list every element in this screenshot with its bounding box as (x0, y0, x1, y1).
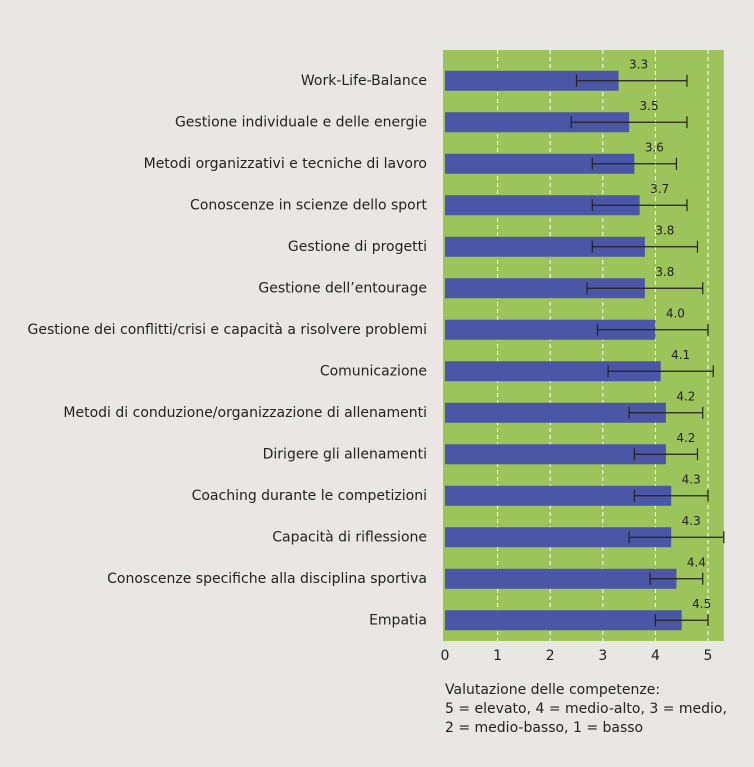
bar (445, 319, 656, 340)
y-tick-label: Work-Life-Balance (301, 73, 427, 89)
value-label: 4.2 (676, 431, 695, 445)
value-label: 3.7 (650, 182, 669, 196)
error-bar (591, 199, 688, 212)
value-label: 3.6 (645, 140, 664, 154)
value-label: 3.5 (640, 99, 659, 113)
error-bar (628, 531, 725, 544)
error-bar (633, 489, 709, 502)
x-tick-label: 5 (704, 648, 713, 664)
x-axis-label: 2 = medio-basso, 1 = basso (445, 720, 643, 736)
y-tick-label: Conoscenze specifiche alla disciplina sp… (107, 571, 427, 587)
bar (445, 112, 630, 133)
value-label: 4.2 (676, 389, 695, 403)
error-bar (591, 240, 699, 253)
x-tick-label: 0 (441, 648, 450, 664)
error-bar (633, 448, 699, 461)
plot-background (443, 50, 724, 641)
value-label: 4.0 (666, 306, 685, 320)
value-label: 4.1 (671, 348, 690, 362)
x-tick-label: 3 (598, 648, 607, 664)
y-tick-label: Gestione individuale e delle energie (175, 114, 427, 130)
error-bar (596, 323, 709, 336)
bar (445, 70, 619, 91)
y-tick-label: Gestione dell’entourage (258, 280, 427, 296)
value-label: 4.3 (682, 472, 701, 486)
y-tick-label: Capacità di riflessione (272, 529, 427, 545)
y-tick-label: Comunicazione (320, 363, 427, 379)
bar (445, 153, 635, 174)
error-bar (654, 614, 709, 627)
error-bar (607, 365, 714, 378)
bar (445, 195, 640, 216)
y-tick-label: Dirigere gli allenamenti (263, 446, 427, 462)
y-tick-label: Gestione di progetti (288, 239, 427, 255)
bar (445, 402, 666, 423)
y-tick-label: Metodi di conduzione/organizzazione di a… (63, 405, 427, 421)
error-bar (570, 116, 688, 129)
bar (445, 236, 645, 257)
y-tick-label: Empatia (369, 612, 427, 628)
error-bar (586, 282, 704, 295)
y-tick-label: Coaching durante le competizioni (192, 488, 427, 504)
error-bar (649, 572, 704, 585)
value-label: 4.3 (682, 514, 701, 528)
bar (445, 485, 672, 506)
x-axis-label: 5 = elevato, 4 = medio-alto, 3 = medio, (445, 701, 727, 717)
x-tick-label: 1 (493, 648, 502, 664)
error-bar (591, 157, 678, 170)
x-tick-label: 4 (651, 648, 660, 664)
error-bar (575, 74, 688, 87)
bar (445, 361, 661, 382)
value-label: 4.5 (692, 597, 711, 611)
value-label: 4.4 (687, 555, 706, 569)
y-tick-label: Gestione dei conflitti/crisi e capacità … (28, 322, 427, 338)
x-axis-label: Valutazione delle competenze: (445, 682, 660, 698)
bar (445, 444, 666, 465)
y-tick-label: Conoscenze in scienze dello sport (190, 197, 427, 213)
bar (445, 610, 682, 631)
bar (445, 527, 672, 548)
bar (445, 568, 677, 589)
y-tick-label: Metodi organizzativi e tecniche di lavor… (144, 156, 427, 172)
value-label: 3.3 (629, 57, 648, 71)
value-label: 3.8 (655, 265, 674, 279)
error-bar (628, 406, 704, 419)
value-label: 3.8 (655, 223, 674, 237)
x-tick-label: 2 (546, 648, 555, 664)
bar (445, 278, 645, 299)
